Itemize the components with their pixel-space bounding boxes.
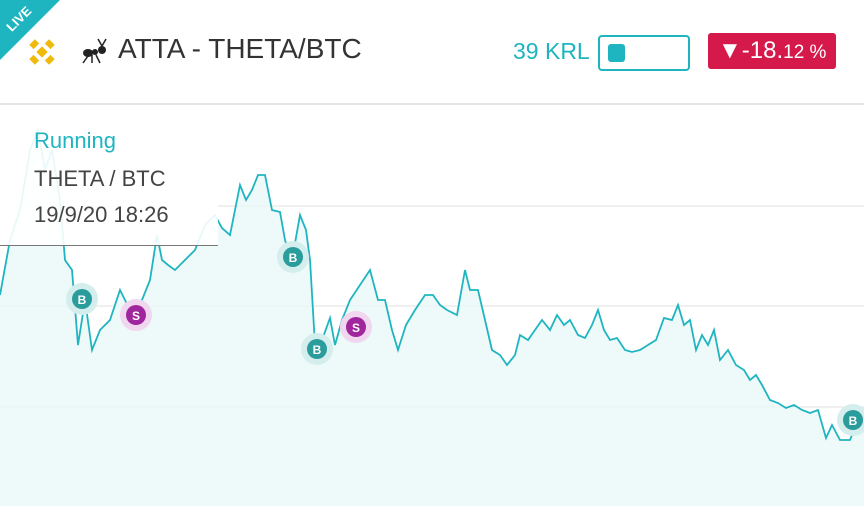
balance-bar xyxy=(598,35,690,71)
bot-status: Running xyxy=(34,128,116,153)
live-badge: LIVE xyxy=(0,0,60,60)
header: LIVE ATTA - THETA/BTC 39 KRL ▼-18.12 % xyxy=(0,0,864,105)
change-main: -18. xyxy=(741,37,784,64)
trade-label: B xyxy=(849,414,858,428)
change-fraction: 12 % xyxy=(783,42,827,63)
exchange-logo xyxy=(29,39,55,65)
trade-label: B xyxy=(78,293,87,307)
trade-label: B xyxy=(289,251,298,265)
pair: THETA / BTC xyxy=(34,166,166,191)
trade-marker[interactable]: B xyxy=(837,404,864,436)
trade-marker[interactable]: B xyxy=(66,283,98,315)
balance: 39 KRL xyxy=(513,38,590,64)
price-line xyxy=(0,126,864,441)
trade-marker[interactable]: B xyxy=(277,241,309,273)
change-arrow: ▼ xyxy=(718,37,742,64)
trade-label: B xyxy=(313,343,322,357)
timestamp: 19/9/20 18:26 xyxy=(34,202,169,227)
bot-title: ATTA - THETA/BTC xyxy=(118,33,362,64)
trade-label: S xyxy=(352,321,360,335)
change-badge: ▼-18.12 % xyxy=(708,33,837,69)
trade-label: S xyxy=(132,309,140,323)
tooltip: Running THETA / BTC 19/9/20 18:26 xyxy=(0,120,218,246)
trade-marker[interactable]: B xyxy=(301,333,333,365)
trade-marker[interactable]: S xyxy=(340,311,372,343)
ant-icon xyxy=(82,38,107,64)
trade-marker[interactable]: S xyxy=(120,299,152,331)
